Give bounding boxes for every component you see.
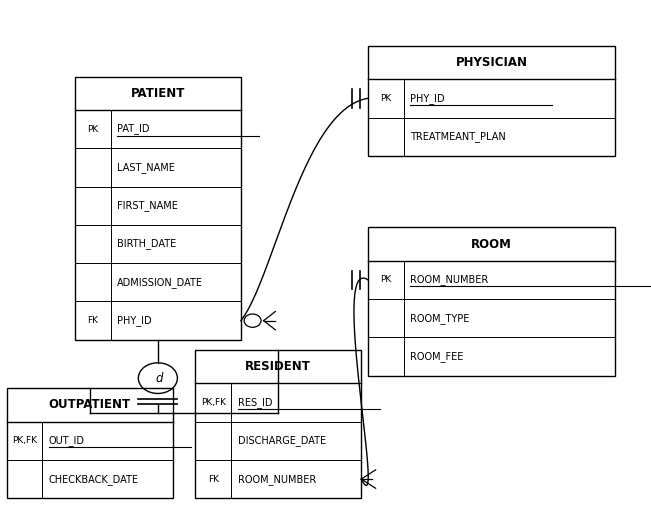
- Text: PK,FK: PK,FK: [201, 398, 226, 407]
- Bar: [7, 388, 173, 422]
- Bar: [195, 350, 361, 383]
- Bar: [75, 77, 241, 110]
- Bar: [7, 388, 173, 498]
- Text: PK: PK: [380, 94, 391, 103]
- Text: LAST_NAME: LAST_NAME: [117, 162, 175, 173]
- Text: CHECKBACK_DATE: CHECKBACK_DATE: [49, 474, 139, 484]
- Text: ROOM: ROOM: [471, 238, 512, 250]
- Text: FK: FK: [208, 475, 219, 483]
- Text: PATIENT: PATIENT: [131, 87, 185, 100]
- Bar: [368, 227, 615, 376]
- Text: FIRST_NAME: FIRST_NAME: [117, 200, 178, 211]
- Bar: [368, 227, 615, 261]
- Text: OUT_ID: OUT_ID: [49, 435, 85, 446]
- Bar: [75, 77, 241, 340]
- Bar: [195, 350, 361, 498]
- Text: RESIDENT: RESIDENT: [245, 360, 311, 373]
- Text: d: d: [156, 371, 163, 385]
- Bar: [368, 227, 615, 376]
- Text: RES_ID: RES_ID: [238, 397, 272, 408]
- Bar: [75, 77, 241, 340]
- Text: PK,FK: PK,FK: [12, 436, 37, 445]
- Text: BIRTH_DATE: BIRTH_DATE: [117, 239, 176, 249]
- Text: PK: PK: [87, 125, 98, 133]
- Text: PK: PK: [380, 275, 391, 284]
- Bar: [368, 46, 615, 156]
- Text: PHYSICIAN: PHYSICIAN: [456, 56, 527, 69]
- Text: ADMISSION_DATE: ADMISSION_DATE: [117, 277, 203, 288]
- Text: ROOM_TYPE: ROOM_TYPE: [410, 313, 469, 323]
- Bar: [195, 350, 361, 498]
- Bar: [368, 46, 615, 79]
- Text: DISCHARGE_DATE: DISCHARGE_DATE: [238, 435, 326, 446]
- Text: FK: FK: [87, 316, 98, 325]
- Text: PHY_ID: PHY_ID: [117, 315, 152, 326]
- Bar: [7, 388, 173, 498]
- Text: ROOM_NUMBER: ROOM_NUMBER: [410, 274, 488, 285]
- Text: ROOM_NUMBER: ROOM_NUMBER: [238, 474, 316, 484]
- Text: TREATMEANT_PLAN: TREATMEANT_PLAN: [410, 131, 506, 142]
- Text: PHY_ID: PHY_ID: [410, 93, 445, 104]
- Bar: [368, 46, 615, 156]
- Text: OUTPATIENT: OUTPATIENT: [48, 399, 131, 411]
- Text: PAT_ID: PAT_ID: [117, 124, 150, 134]
- Text: ROOM_FEE: ROOM_FEE: [410, 351, 464, 362]
